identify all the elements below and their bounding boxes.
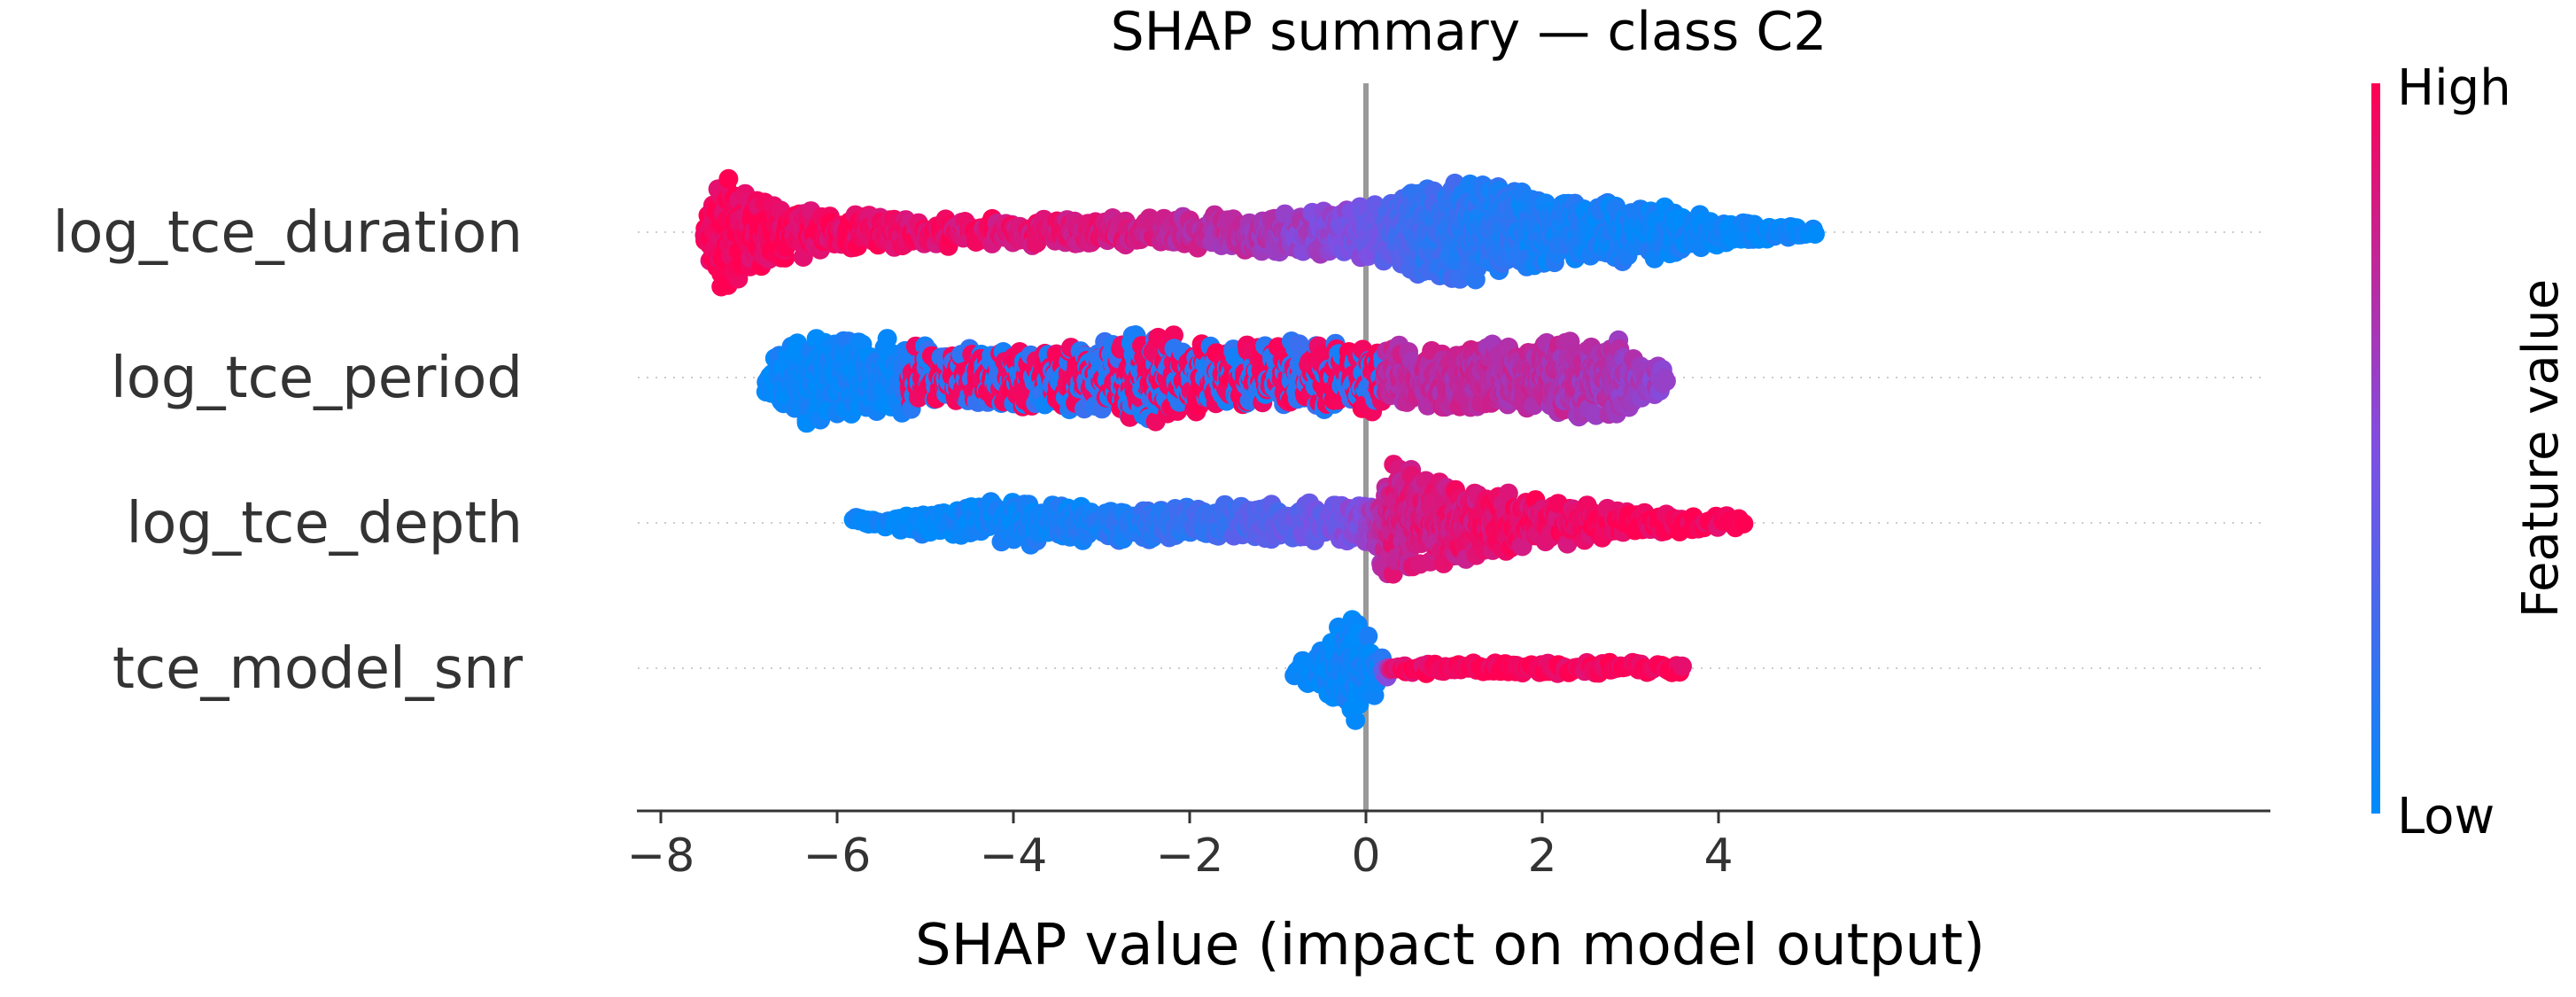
- shap-point: [1358, 627, 1377, 646]
- shap-point: [718, 169, 738, 189]
- shap-point: [1805, 224, 1825, 244]
- feature-points-log_tce_duration: [695, 169, 1826, 297]
- shap-point: [1657, 371, 1676, 391]
- feature-points-log_tce_period: [757, 325, 1676, 432]
- feature-points-tce_model_snr: [1284, 610, 1692, 729]
- beeswarm-points: [695, 169, 1826, 730]
- feature-points-log_tce_depth: [844, 455, 1754, 584]
- shap-point: [1734, 514, 1753, 534]
- row-gridlines: [638, 232, 2268, 668]
